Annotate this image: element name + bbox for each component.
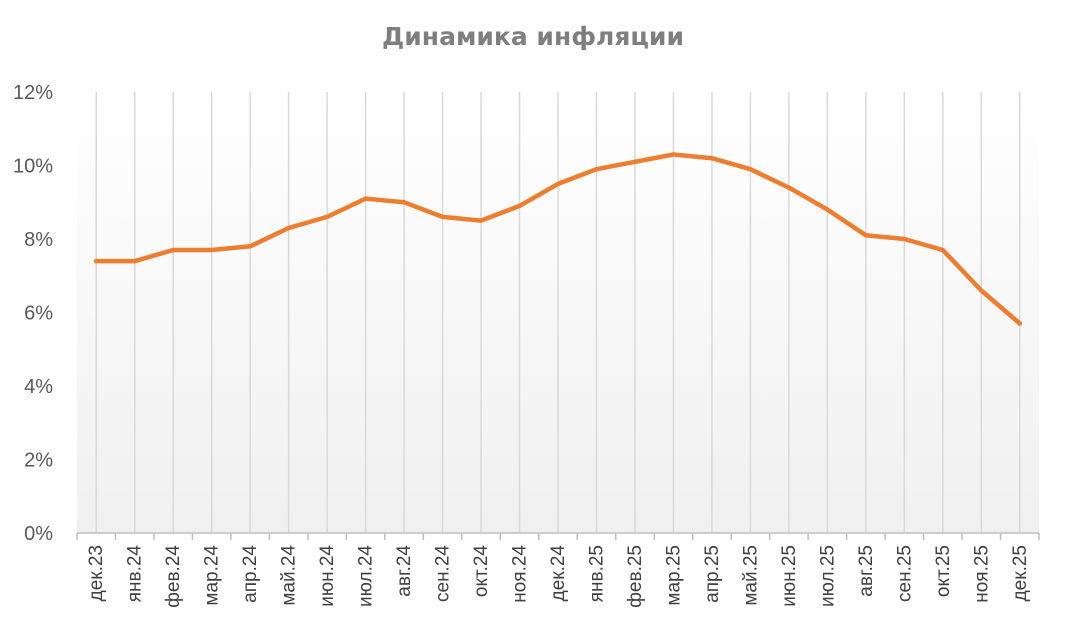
data-point bbox=[863, 233, 869, 238]
data-point bbox=[786, 185, 792, 190]
data-point bbox=[94, 258, 99, 264]
x-axis-labels: дек.23 янв.24 фев.24 мар.24 апр.24 май.24 июн.… bbox=[86, 545, 1031, 608]
x-tick-label: дек.25 bbox=[1010, 545, 1031, 601]
data-point bbox=[594, 166, 599, 172]
x-tick-label: мар.24 bbox=[202, 545, 223, 606]
data-point bbox=[902, 236, 907, 242]
data-point bbox=[363, 196, 368, 201]
data-point bbox=[940, 247, 945, 253]
x-tick-label: янв.24 bbox=[125, 545, 146, 603]
data-point bbox=[324, 214, 330, 220]
y-axis: 0% 2% 4% 6% 8% 10% 12% bbox=[13, 82, 53, 545]
chart-title: Динамика инфляции bbox=[382, 22, 684, 51]
data-point bbox=[979, 288, 984, 293]
x-tick-label: мар.25 bbox=[663, 545, 684, 606]
x-tick-label: июл.24 bbox=[356, 545, 377, 607]
x-tick-label: июн.25 bbox=[779, 545, 800, 607]
x-tick-label: ноя.24 bbox=[510, 545, 531, 603]
x-tick-label: авг.25 bbox=[856, 545, 877, 597]
data-point bbox=[1017, 321, 1022, 326]
data-point bbox=[171, 247, 176, 253]
x-tick-label: сен.25 bbox=[894, 545, 915, 602]
y-tick-label: 10% bbox=[13, 156, 53, 178]
data-point bbox=[132, 258, 137, 264]
data-point bbox=[478, 218, 484, 223]
data-point bbox=[632, 159, 638, 165]
x-tick-label: апр.25 bbox=[702, 545, 723, 603]
x-tick-label: сен.24 bbox=[433, 545, 454, 602]
x-tick-label: окт.24 bbox=[471, 545, 492, 598]
y-tick-label: 0% bbox=[24, 523, 53, 545]
x-tick-label: июл.25 bbox=[817, 545, 838, 607]
series-layer bbox=[93, 152, 1023, 326]
data-point bbox=[825, 207, 830, 212]
x-tick-label: апр.24 bbox=[240, 545, 261, 603]
data-point bbox=[401, 200, 407, 205]
data-point bbox=[286, 225, 291, 231]
x-axis bbox=[76, 532, 1040, 540]
data-point bbox=[671, 152, 676, 157]
x-tick-label: янв.25 bbox=[586, 545, 607, 602]
y-tick-label: 8% bbox=[24, 229, 53, 251]
x-tick-label: фев.24 bbox=[163, 545, 184, 608]
x-tick-label: авг.24 bbox=[394, 545, 415, 597]
data-point bbox=[209, 247, 214, 253]
data-point bbox=[247, 244, 253, 249]
data-point bbox=[440, 214, 445, 220]
y-tick-label: 12% bbox=[13, 82, 53, 104]
x-tick-label: ноя.25 bbox=[971, 545, 992, 603]
x-tick-label: дек.23 bbox=[86, 545, 107, 601]
x-tick-label: дек.24 bbox=[548, 545, 569, 602]
y-tick-label: 6% bbox=[24, 303, 53, 325]
x-tick-label: окт.25 bbox=[933, 545, 954, 597]
data-point bbox=[709, 155, 715, 161]
y-tick-label: 2% bbox=[24, 450, 53, 472]
x-tick-label: июн.24 bbox=[317, 545, 338, 607]
data-point bbox=[555, 181, 561, 187]
x-tick-label: фев.25 bbox=[625, 545, 646, 608]
x-tick-label: май.25 bbox=[740, 545, 761, 606]
y-tick-label: 4% bbox=[24, 376, 53, 398]
data-point bbox=[517, 203, 522, 209]
x-tick-label: май.24 bbox=[279, 545, 300, 606]
gridlines bbox=[95, 92, 1021, 533]
data-point bbox=[748, 166, 753, 172]
